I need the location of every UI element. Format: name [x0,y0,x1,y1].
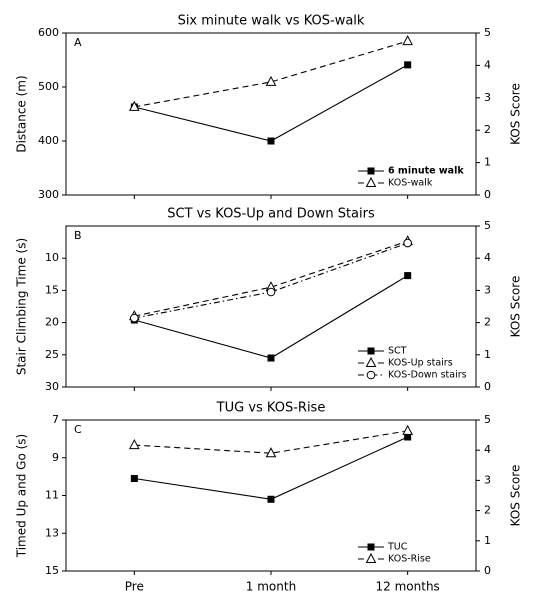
series-line [134,430,408,454]
y-axis-label: Stair Climbing Time (s) [15,238,29,375]
marker [267,495,275,503]
marker [365,356,377,367]
series-line [134,40,408,108]
chart-title: Six minute walk vs KOS-walk [178,14,365,29]
panel-label: A [74,36,82,49]
x-tick-label: 12 months [376,580,440,594]
marker [366,370,376,380]
y-tick-label: 20 [45,316,59,329]
y2-tick-label: 0 [484,564,491,577]
marker [265,447,277,458]
marker [365,552,377,563]
y-tick-label: 600 [38,26,59,39]
series-line [134,240,408,317]
y2-tick-label: 1 [484,156,491,169]
y2-axis-label: KOS Score [509,276,523,338]
y2-tick-label: 5 [484,26,491,39]
y2-tick-label: 4 [484,58,491,71]
y-tick-label: 30 [45,380,59,393]
panel-label: B [74,229,82,242]
marker [402,424,413,435]
x-tick-label: Pre [125,580,144,594]
legend-label: 6 minute walk [388,166,464,177]
x-tick-label: 1 month [246,580,296,594]
series-line [134,436,408,500]
series-line [134,242,408,319]
marker [367,347,375,355]
y2-tick-label: 4 [484,251,491,264]
marker [404,61,412,69]
marker [266,287,276,297]
marker [267,354,275,362]
panel-label: C [74,423,82,436]
marker [130,475,138,483]
y2-tick-label: 3 [484,91,491,104]
marker [365,176,377,187]
marker [404,433,412,441]
y2-axis-label: KOS Score [509,83,523,145]
legend-label: TUC [387,542,408,553]
y-axis-label: Distance (m) [15,75,29,152]
y2-tick-label: 0 [484,188,491,201]
y-axis-label: Timed Up and Go (s) [15,434,29,558]
y2-tick-label: 5 [484,413,491,426]
marker [129,438,140,450]
y-tick-label: 400 [38,134,59,147]
marker [130,313,139,323]
legend-label: KOS-Rise [388,554,431,565]
plot-frame [65,419,477,572]
chart-title: SCT vs KOS-Up and Down Stairs [167,207,375,222]
y2-tick-label: 4 [484,443,491,456]
marker [265,75,277,86]
marker [404,272,412,280]
y-tick-label: 9 [52,451,59,464]
y2-tick-label: 3 [484,283,491,296]
y-tick-label: 15 [45,564,59,577]
marker [402,35,413,46]
marker [403,238,412,248]
y-tick-label: 300 [38,188,59,201]
y-tick-label: 13 [45,526,59,539]
y-tick-label: 7 [52,413,59,426]
legend-label: KOS-Down stairs [388,370,467,381]
y2-tick-label: 0 [484,380,491,393]
y2-tick-label: 1 [484,534,491,547]
marker [367,167,375,175]
marker [129,100,140,111]
legend-label: SCT [388,346,407,357]
legend-label: KOS-walk [388,178,433,189]
y-tick-label: 10 [45,251,59,264]
y-tick-label: 11 [45,489,59,502]
y2-tick-label: 2 [484,316,491,329]
y-tick-label: 500 [38,80,59,93]
y2-tick-label: 3 [484,473,491,486]
y-tick-label: 25 [45,348,59,361]
y-tick-label: 15 [45,283,59,296]
legend-label: KOS-Up stairs [388,358,453,369]
chart-title: TUG vs KOS-Rise [216,401,326,416]
marker [267,137,275,145]
y2-tick-label: 2 [484,123,491,136]
y2-tick-label: 5 [484,219,491,232]
y2-tick-label: 1 [484,348,491,361]
marker [367,543,375,551]
y2-tick-label: 2 [484,504,491,517]
y2-axis-label: KOS Score [509,465,523,527]
